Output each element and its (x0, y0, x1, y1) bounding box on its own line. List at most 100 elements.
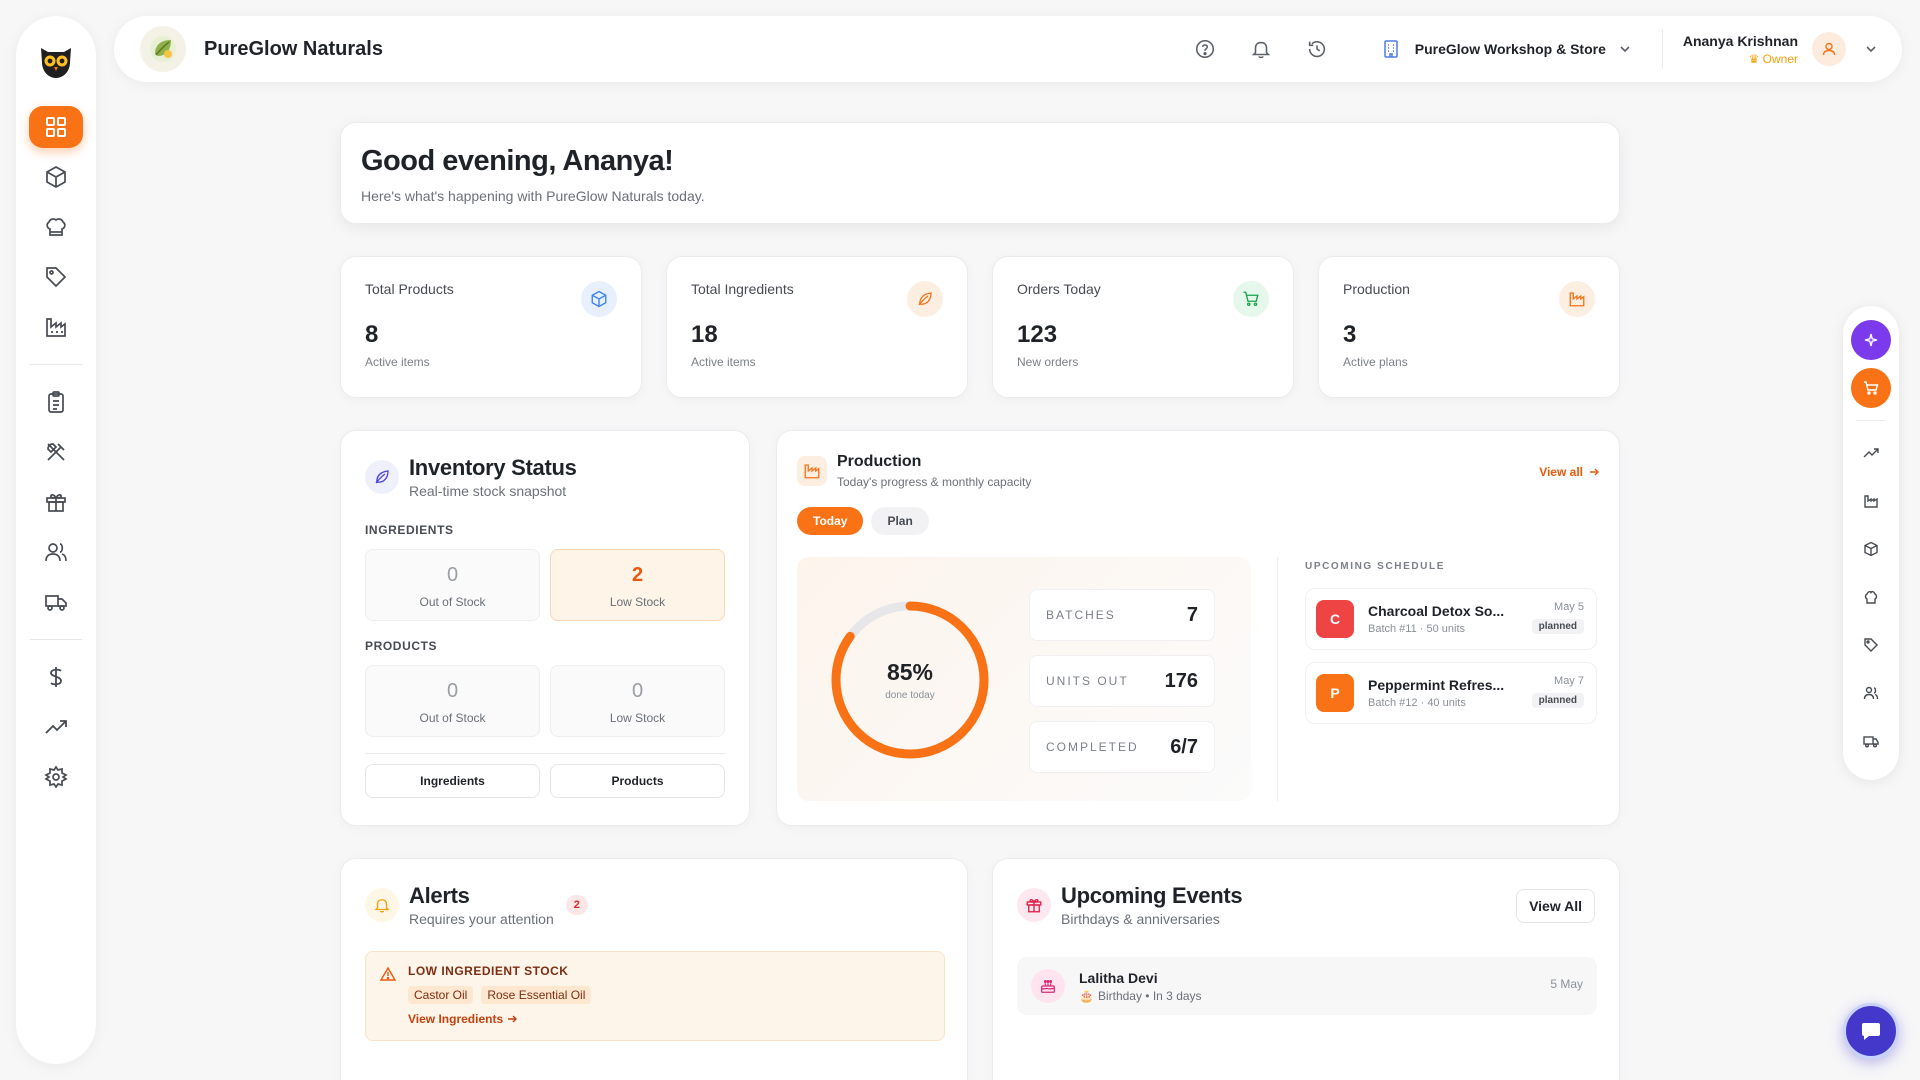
truck-icon (44, 590, 68, 614)
schedule-item[interactable]: P Peppermint Refres... Batch #12 · 40 un… (1305, 662, 1597, 724)
stat-sub: Active items (365, 355, 430, 369)
arrow-right-icon (503, 1014, 518, 1024)
sidebar-item-finance[interactable] (29, 656, 83, 698)
stat-sub: Active items (691, 355, 756, 369)
bell-icon[interactable] (1241, 29, 1281, 69)
ingredients-out-of-stock-tile[interactable]: 0 Out of Stock (365, 549, 540, 621)
user-menu[interactable]: Ananya Krishnan ♛ Owner (1683, 32, 1878, 66)
gear-icon (44, 765, 68, 789)
tag-icon[interactable] (1851, 625, 1891, 665)
history-icon[interactable] (1297, 29, 1337, 69)
sidebar-item-products[interactable] (29, 156, 83, 198)
chat-button[interactable] (1843, 1003, 1899, 1059)
stat-sub: New orders (1017, 355, 1079, 369)
event-name: Lalitha Devi (1079, 969, 1158, 986)
stat-card-products[interactable]: Total Products 8 Active items (340, 256, 642, 398)
greeting-subtitle: Here's what's happening with PureGlow Na… (361, 188, 705, 204)
tag-icon (44, 265, 68, 289)
cake-icon: 🎂 (1079, 988, 1094, 1003)
schedule-avatar: P (1316, 674, 1354, 712)
sidebar-item-tools[interactable] (29, 431, 83, 473)
utensils-crossed-icon (44, 440, 68, 464)
cube-icon (581, 281, 617, 317)
stat-card-production[interactable]: Production 3 Active plans (1318, 256, 1620, 398)
store-selector[interactable]: PureGlow Workshop & Store (1381, 29, 1663, 69)
stat-card-ingredients[interactable]: Total Ingredients 18 Active items (666, 256, 968, 398)
sidebar-item-shipping[interactable] (29, 581, 83, 623)
schedule-item[interactable]: C Charcoal Detox So... Batch #11 · 50 un… (1305, 588, 1597, 650)
products-button[interactable]: Products (550, 764, 725, 798)
sidebar-item-dashboard[interactable] (29, 106, 83, 148)
sidebar-item-customers[interactable] (29, 531, 83, 573)
truck-icon[interactable] (1851, 721, 1891, 761)
schedule-label: UPCOMING SCHEDULE (1305, 561, 1445, 572)
sidebar-item-ingredients[interactable] (29, 206, 83, 248)
factory-icon[interactable] (1851, 481, 1891, 521)
progress-percent: 85% (886, 659, 934, 685)
ingredient-chip[interactable]: Castor Oil (408, 986, 474, 1004)
events-view-all-button[interactable]: View All (1516, 889, 1595, 923)
products-out-of-stock-tile[interactable]: 0 Out of Stock (365, 665, 540, 737)
stat-value: 3 (1343, 321, 1357, 348)
user-name: Ananya Krishnan (1682, 32, 1798, 49)
metric-completed: COMPLETED 6/7 (1029, 721, 1215, 773)
avatar[interactable] (1812, 32, 1846, 66)
stat-value: 123 (1017, 321, 1058, 348)
cake-icon (1031, 969, 1065, 1003)
building-icon (1381, 39, 1401, 59)
status-badge: planned (1531, 693, 1584, 708)
sidebar-item-pricing[interactable] (29, 256, 83, 298)
products-low-stock-tile[interactable]: 0 Low Stock (550, 665, 725, 737)
products-label: PRODUCTS (365, 639, 438, 653)
stat-label: Orders Today (1017, 281, 1101, 297)
brand-logo-icon[interactable] (140, 26, 186, 72)
upcoming-events-card: Upcoming Events Birthdays & anniversarie… (992, 858, 1620, 1080)
alert-title: LOW INGREDIENT STOCK (408, 964, 569, 978)
users-icon[interactable] (1851, 673, 1891, 713)
factory-icon (44, 315, 68, 339)
chevron-down-icon (1618, 42, 1632, 56)
production-title: Production (837, 453, 922, 470)
production-view-all-link[interactable]: View all (1539, 465, 1599, 479)
tab-today[interactable]: Today (797, 507, 864, 535)
divider (365, 753, 725, 754)
stat-card-orders[interactable]: Orders Today 123 New orders (992, 256, 1294, 398)
view-ingredients-link[interactable]: View Ingredients (408, 1012, 928, 1026)
trend-up-icon[interactable] (1851, 433, 1891, 473)
ingredients-button[interactable]: Ingredients (365, 764, 540, 798)
box-icon (44, 165, 68, 189)
top-bar: PureGlow Naturals PureGlow Workshop & St… (114, 16, 1902, 82)
upcoming-schedule: UPCOMING SCHEDULE C Charcoal Detox So...… (1305, 557, 1601, 724)
tab-plan[interactable]: Plan (871, 507, 929, 535)
ai-sparkle-button[interactable] (1851, 320, 1891, 360)
chat-bubble-icon (1860, 1020, 1882, 1042)
event-item[interactable]: Lalitha Devi 🎂 Birthday • In 3 days 5 May (1017, 957, 1597, 1015)
sidebar-item-production[interactable] (29, 306, 83, 348)
ingredient-chip[interactable]: Rose Essential Oil (481, 986, 592, 1004)
sidebar-item-orders[interactable] (29, 381, 83, 423)
grid-icon (44, 115, 68, 139)
progress-ring (831, 601, 989, 759)
sidebar-item-gifts[interactable] (29, 481, 83, 523)
stat-value: 18 (691, 321, 718, 348)
trend-up-icon (44, 715, 68, 739)
production-tabs: Today Plan (797, 507, 1599, 535)
stat-label: Total Ingredients (691, 281, 794, 297)
box-icon[interactable] (1851, 529, 1891, 569)
cart-icon (1233, 281, 1269, 317)
ingredients-low-stock-tile[interactable]: 2 Low Stock (550, 549, 725, 621)
production-card: Production Today's progress & monthly ca… (776, 430, 1620, 826)
schedule-name: Peppermint Refres... (1368, 677, 1505, 693)
store-name: PureGlow Workshop & Store (1414, 41, 1606, 57)
chef-hat-icon[interactable] (1851, 577, 1891, 617)
inventory-title: Inventory Status (409, 455, 577, 480)
owl-logo-icon[interactable] (35, 40, 77, 82)
users-icon (44, 540, 68, 564)
sidebar-item-analytics[interactable] (29, 706, 83, 748)
help-icon[interactable] (1185, 29, 1225, 69)
gift-icon (44, 490, 68, 514)
user-role: ♛ Owner (1748, 51, 1798, 66)
sidebar-item-settings[interactable] (29, 756, 83, 798)
quick-order-button[interactable] (1851, 368, 1891, 408)
factory-icon (797, 456, 827, 486)
